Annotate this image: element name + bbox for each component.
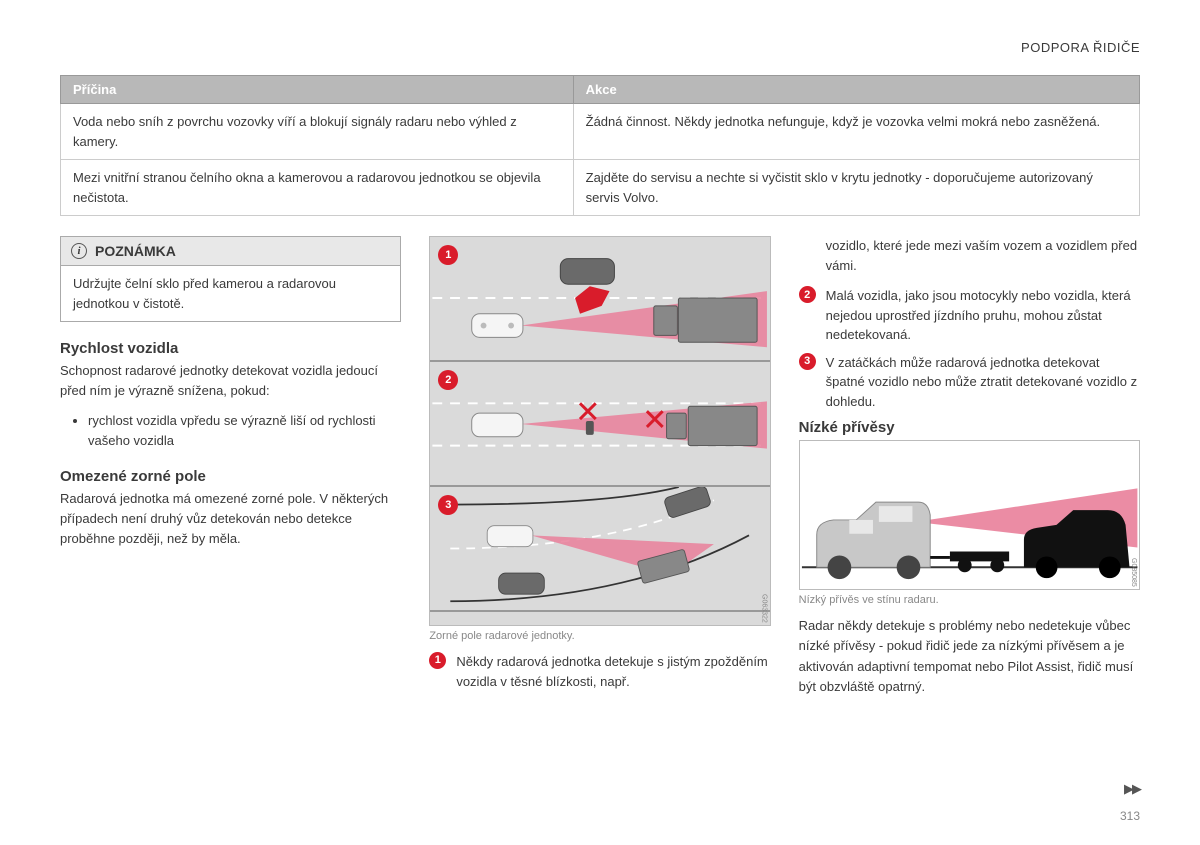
numbered-item-3: 3 V zatáčkách může radarová jednotka det… bbox=[799, 353, 1140, 412]
badge-2: 2 bbox=[799, 286, 816, 303]
table-row: Voda nebo sníh z povrchu vozovky víří a … bbox=[61, 104, 1140, 160]
para-fov: Radarová jednotka má omezené zorné pole.… bbox=[60, 489, 401, 549]
th-action: Akce bbox=[573, 76, 1139, 104]
heading-fov: Omezené zorné pole bbox=[60, 468, 401, 485]
cell-cause: Voda nebo sníh z povrchu vozovky víří a … bbox=[61, 104, 574, 160]
numbered-item-1: 1 Někdy radarová jednotka detekuje s jis… bbox=[429, 652, 770, 691]
note-box: i POZNÁMKA Udržujte čelní sklo před kame… bbox=[60, 236, 401, 322]
left-column: i POZNÁMKA Udržujte čelní sklo před kame… bbox=[60, 236, 401, 707]
item2-text: Malá vozidla, jako jsou motocykly nebo v… bbox=[826, 286, 1140, 345]
trailer-figure: G085085 bbox=[799, 440, 1140, 590]
numbered-item-2: 2 Malá vozidla, jako jsou motocykly nebo… bbox=[799, 286, 1140, 345]
image-id-label: G063322 bbox=[761, 594, 768, 623]
figure-caption-trailer: Nízký přívěs ve stínu radaru. bbox=[799, 594, 1140, 606]
cell-cause: Mezi vnitřní stranou čelního okna a kame… bbox=[61, 160, 574, 216]
para-trailer: Radar někdy detekuje s problémy nebo ned… bbox=[799, 616, 1140, 697]
cause-action-table: Příčina Akce Voda nebo sníh z povrchu vo… bbox=[60, 75, 1140, 216]
note-title: POZNÁMKA bbox=[95, 243, 176, 259]
badge-1: 1 bbox=[429, 652, 446, 669]
info-icon: i bbox=[71, 243, 87, 259]
table-row: Mezi vnitřní stranou čelního okna a kame… bbox=[61, 160, 1140, 216]
heading-trailers: Nízké přívěsy bbox=[799, 419, 1140, 436]
right-column: vozidlo, které jede mezi vaším vozem a v… bbox=[799, 236, 1140, 707]
image-id-label-2: G085085 bbox=[1130, 558, 1137, 587]
pre-text: vozidlo, které jede mezi vaším vozem a v… bbox=[799, 236, 1140, 276]
badge-3: 3 bbox=[799, 353, 816, 370]
bullet-speed-diff: rychlost vozidla vpředu se výrazně liší … bbox=[88, 411, 401, 451]
th-cause: Příčina bbox=[61, 76, 574, 104]
cell-action: Žádná činnost. Někdy jednotka nefunguje,… bbox=[573, 104, 1139, 160]
cell-action: Zajděte do servisu a nechte si vyčistit … bbox=[573, 160, 1139, 216]
item3-text: V zatáčkách může radarová jednotka detek… bbox=[826, 353, 1140, 412]
middle-column: 1 2 bbox=[429, 236, 770, 707]
heading-speed: Rychlost vozidla bbox=[60, 340, 401, 357]
radar-scenarios-figure: 1 2 bbox=[429, 236, 770, 626]
item1-text: Někdy radarová jednotka detekuje s jistý… bbox=[456, 652, 770, 691]
figure-caption-radar: Zorné pole radarové jednotky. bbox=[429, 630, 770, 642]
note-body: Udržujte čelní sklo před kamerou a radar… bbox=[61, 266, 400, 321]
page-number: 313 bbox=[1120, 809, 1140, 823]
continue-icon: ▶▶ bbox=[1124, 781, 1140, 797]
para-speed: Schopnost radarové jednotky detekovat vo… bbox=[60, 361, 401, 401]
page-header: PODPORA ŘIDIČE bbox=[60, 40, 1140, 55]
